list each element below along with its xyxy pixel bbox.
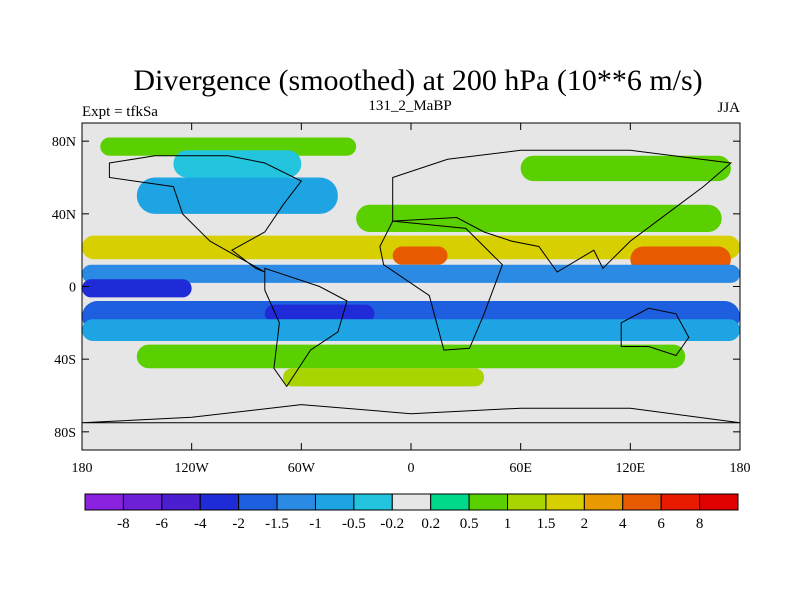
- y-tick-label: 40N: [52, 208, 76, 223]
- x-tick-label: 120E: [616, 461, 646, 476]
- colorbar-swatch: [545, 493, 585, 511]
- coastline-5: [81, 404, 741, 424]
- field-band-6: [392, 246, 448, 265]
- colorbar-swatch: [430, 493, 470, 511]
- colorbar-label: 4: [619, 516, 627, 532]
- colorbar-swatch: [391, 493, 432, 511]
- colorbar-label: 0.2: [421, 516, 440, 532]
- chart-title: Divergence (smoothed) at 200 hPa (10**6 …: [133, 64, 702, 97]
- x-tick-label: 60E: [509, 461, 532, 476]
- colorbar-label: 2: [581, 516, 589, 532]
- field-band-3: [136, 177, 338, 214]
- colorbar: -8 -6 -4 -2 -1.5 -1 -0.5 -0.2 0.2 0.5 1 1.5 2 4 6 8: [84, 493, 739, 532]
- y-tick-label: 80S: [54, 426, 76, 441]
- y-tick-label: 80N: [52, 135, 76, 150]
- colorbar-label: -8: [117, 516, 130, 532]
- colorbar-swatch: [84, 493, 124, 511]
- y-axis: 80N 40N 0 40S 80S: [52, 135, 740, 441]
- colorbar-label: -6: [156, 516, 169, 532]
- field-band-8: [82, 264, 740, 283]
- colorbar-label: -0.5: [342, 516, 366, 532]
- colorbar-label: 0.5: [460, 516, 479, 532]
- colorbar-label: 6: [657, 516, 665, 532]
- subtitle-right: JJA: [717, 100, 740, 116]
- coastline-4: [620, 307, 690, 357]
- colorbar-swatch: [199, 493, 240, 511]
- field-band-12: [82, 319, 740, 341]
- subtitle-center: 131_2_MaBP: [368, 98, 451, 114]
- colorbar-swatch: [699, 493, 739, 511]
- colorbar-swatch: [507, 493, 547, 511]
- colorbar-swatch: [660, 493, 701, 511]
- x-tick-label: 60W: [288, 461, 316, 476]
- colorbar-swatch: [161, 493, 201, 511]
- colorbar-label: -1.5: [265, 516, 289, 532]
- colorbar-label: -4: [194, 516, 207, 532]
- coastline-0: [108, 155, 303, 273]
- field-band-2: [520, 155, 731, 182]
- x-tick-label: 180: [730, 461, 751, 476]
- y-tick-label: 40S: [54, 353, 76, 368]
- x-tick-label: 0: [408, 461, 415, 476]
- field-band-4: [356, 204, 722, 232]
- colorbar-label: -0.2: [380, 516, 404, 532]
- map-plot-area: [82, 123, 740, 450]
- field-band-1: [173, 150, 302, 178]
- colorbar-label: 8: [696, 516, 704, 532]
- colorbar-label: -1: [309, 516, 322, 532]
- coastline-1: [264, 267, 348, 388]
- colorbar-swatch: [353, 493, 393, 511]
- field-band-13: [136, 344, 686, 369]
- colorbar-label: 1.5: [537, 516, 556, 532]
- colorbar-label: 1: [504, 516, 512, 532]
- colorbar-swatch: [276, 493, 316, 511]
- colorbar-swatch: [238, 493, 278, 511]
- field-band-11: [264, 304, 375, 323]
- colorbar-swatch: [583, 493, 624, 511]
- colorbar-label: -2: [232, 516, 245, 532]
- y-tick-label: 0: [69, 281, 76, 296]
- coastline-outline: [81, 149, 741, 424]
- colorbar-swatch: [468, 493, 509, 511]
- field-band-14: [283, 368, 485, 387]
- colorbar-swatch: [314, 493, 355, 511]
- subtitle-left: Expt = tfkSa: [82, 104, 158, 120]
- field-band-9: [82, 279, 192, 298]
- colorbar-swatch: [122, 493, 163, 511]
- x-axis: 180 120W 60W 0 60E 120E 180: [72, 123, 751, 476]
- colorbar-swatch: [622, 493, 662, 511]
- x-tick-label: 180: [72, 461, 93, 476]
- coastline-3: [392, 149, 733, 273]
- coastline-2: [379, 220, 503, 351]
- x-tick-label: 120W: [175, 461, 210, 476]
